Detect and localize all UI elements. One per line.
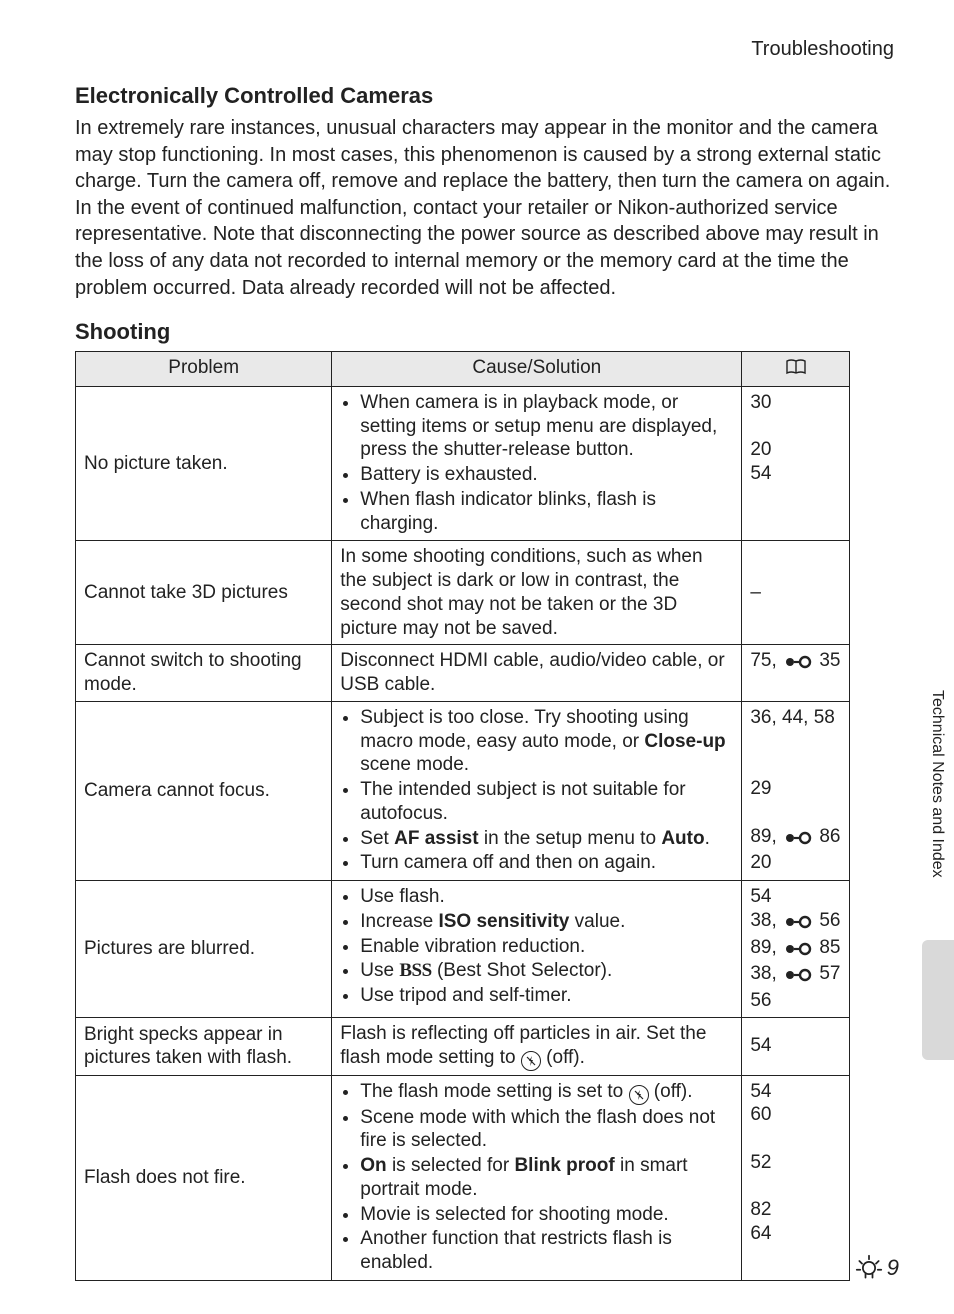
table-row: Pictures are blurred.Use flash.Increase … [76,881,850,1018]
col-header-problem: Problem [76,352,332,387]
ref-icon [784,965,812,989]
cell-solution: Flash is reflecting off particles in air… [332,1017,742,1075]
table-row: Cannot switch to shooting mode.Disconnec… [76,645,850,702]
ref-line: 38, 56 [750,909,841,936]
solution-item: The flash mode setting is set to (off). [360,1080,733,1105]
ref-line: 64 [750,1222,841,1246]
ref-line [750,415,841,439]
cell-solution: Use flash.Increase ISO sensitivity value… [332,881,742,1018]
solution-item: When camera is in playback mode, or sett… [360,391,733,462]
cell-problem: Bright specks appear in pictures taken w… [76,1017,332,1075]
ref-line: 54 [750,1080,841,1104]
solution-item: When flash indicator blinks, flash is ch… [360,488,733,536]
solution-item: Scene mode with which the flash does not… [360,1106,733,1154]
cell-reference: 5460 52 8264 [742,1075,850,1280]
cell-problem: Flash does not fire. [76,1075,332,1280]
table-row: Cannot take 3D picturesIn some shooting … [76,541,850,645]
cell-reference: 75, 35 [742,645,850,702]
troubleshooting-table: Problem Cause/Solution No picture taken.… [75,351,850,1281]
cell-solution: Subject is too close. Try shooting using… [332,701,742,880]
table-row: No picture taken. When camera is in playb… [76,386,850,541]
ref-line: 56 [750,989,841,1013]
ref-icon [784,912,812,936]
section-title-shooting: Shooting [75,319,894,345]
ref-line: 20 [750,851,841,875]
solution-item: Use flash. [360,885,733,909]
ref-line [750,1127,841,1151]
solution-item: The intended subject is not suitable for… [360,778,733,826]
solution-item: Increase ISO sensitivity value. [360,910,733,934]
solution-item: Another function that restricts flash is… [360,1227,733,1275]
cell-solution: Disconnect HDMI cable, audio/video cable… [332,645,742,702]
cell-solution: When camera is in playback mode, or sett… [332,386,742,541]
cell-problem: Cannot switch to shooting mode. [76,645,332,702]
cell-reference: 54 [742,1017,850,1075]
ref-line [750,730,841,754]
ref-line: 54 [750,1034,841,1058]
ref-line: 30 [750,391,841,415]
solution-item: On is selected for Blink proof in smart … [360,1154,733,1202]
solution-item: Use tripod and self-timer. [360,984,733,1008]
ref-line: 89, 85 [750,936,841,963]
page-number: 9 [855,1254,899,1282]
cell-problem: Camera cannot focus. [76,701,332,880]
col-header-reference [742,352,850,387]
ref-line: – [750,581,841,605]
section-body-cameras: In extremely rare instances, unusual cha… [75,115,894,301]
solution-item: Subject is too close. Try shooting using… [360,706,733,777]
bulb-icon [855,1254,883,1282]
solution-item: Turn camera off and then on again. [360,851,733,875]
ref-line: 54 [750,462,841,486]
cell-reference: 5438, 5689, 8538, 5756 [742,881,850,1018]
ref-line: 82 [750,1198,841,1222]
cell-reference: 36, 44, 58 29 89, 8620 [742,701,850,880]
ref-line: 38, 57 [750,962,841,989]
ref-line [750,753,841,777]
table-header-row: Problem Cause/Solution [76,352,850,387]
ref-line: 36, 44, 58 [750,706,841,730]
flash-off-icon [629,1085,649,1105]
running-header: Troubleshooting [75,38,894,61]
section-title-cameras: Electronically Controlled Cameras [75,83,894,109]
ref-line [750,801,841,825]
col-header-solution: Cause/Solution [332,352,742,387]
table-row: Camera cannot focus. Subject is too close… [76,701,850,880]
ref-icon [784,828,812,852]
ref-line: 54 [750,885,841,909]
solution-item: Use BSS (Best Shot Selector). [360,959,733,983]
ref-line: 89, 86 [750,825,841,852]
side-tab-box [922,940,954,1060]
cell-solution: The flash mode setting is set to (off).S… [332,1075,742,1280]
solution-item: Set AF assist in the setup menu to Auto. [360,827,733,851]
cell-reference: – [742,541,850,645]
cell-problem: Cannot take 3D pictures [76,541,332,645]
cell-solution: In some shooting conditions, such as whe… [332,541,742,645]
solution-item: Enable vibration reduction. [360,935,733,959]
solution-item: Battery is exhausted. [360,463,733,487]
table-row: Bright specks appear in pictures taken w… [76,1017,850,1075]
page-number-value: 9 [887,1255,899,1281]
ref-line: 52 [750,1151,841,1175]
cell-problem: Pictures are blurred. [76,881,332,1018]
side-tab-label: Technical Notes and Index [928,690,946,878]
ref-line: 29 [750,777,841,801]
cell-problem: No picture taken. [76,386,332,541]
ref-icon [784,652,812,676]
ref-line [750,1175,841,1199]
ref-line: 20 [750,438,841,462]
cell-reference: 30 2054 [742,386,850,541]
ref-line: 60 [750,1103,841,1127]
ref-icon [784,939,812,963]
flash-off-icon [521,1051,541,1071]
table-row: Flash does not fire.The flash mode setti… [76,1075,850,1280]
book-icon [785,358,807,382]
solution-item: Movie is selected for shooting mode. [360,1203,733,1227]
